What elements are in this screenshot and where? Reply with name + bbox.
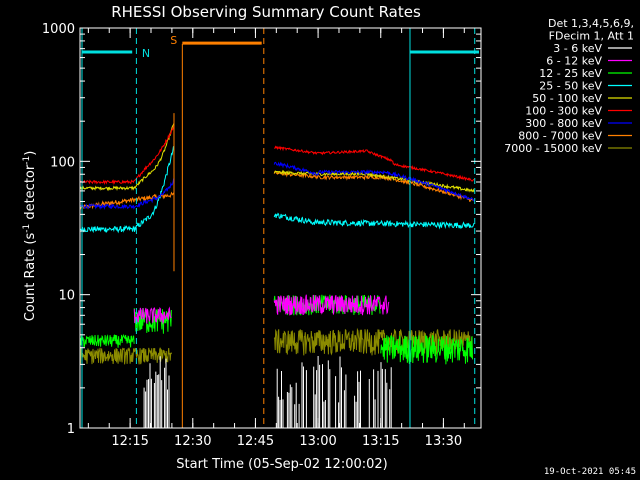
legend-header-line: FDecim 1, Att 1	[549, 30, 634, 43]
axes: 1 10 100 1000 12:15 12:30 12:45 13:00 13:15 13:30	[42, 22, 482, 449]
series-line-yellow-pre	[79, 122, 175, 192]
series-band-green-post2	[380, 334, 473, 365]
x-axis-label: Start Time (05-Sep-02 12:00:02)	[176, 457, 387, 472]
legend-entry-label: 12 - 25 keV	[539, 67, 602, 80]
series-band-olive-pre	[79, 346, 173, 365]
y-tick-label: 1	[67, 422, 75, 437]
chart-title: RHESSI Observing Summary Count Rates	[111, 3, 421, 21]
legend-entry-label: 50 - 100 keV	[532, 92, 602, 105]
y-label-mid: detector	[23, 164, 38, 224]
series-line-yellow-post	[273, 169, 475, 193]
legend-entry-label: 300 - 800 keV	[525, 117, 602, 130]
y-label-main: Count Rate (s	[23, 233, 38, 322]
y-label-end: )	[23, 151, 38, 156]
legend-entry-label: 6 - 12 keV	[546, 55, 602, 68]
series-line-blue-post	[273, 161, 475, 202]
legend-entry-label: 800 - 7000 keV	[518, 130, 602, 143]
series-band-magenta-pre	[133, 306, 172, 325]
legend: Det 1,3,4,5,6,9,FDecim 1, Att 13 - 6 keV…	[504, 17, 634, 155]
night-label: N	[142, 47, 150, 60]
saa-label: S	[170, 34, 177, 47]
timestamp: 19-Oct-2021 05:45	[544, 467, 636, 477]
series-band-olive-post	[273, 327, 473, 356]
x-tick-label: 12:30	[174, 434, 211, 449]
x-tick-label: 13:30	[425, 434, 462, 449]
y-axis-label: Count Rate (s-1 detector-1)	[22, 151, 38, 322]
series-band-green-pre	[79, 333, 135, 348]
x-tick-label: 12:15	[111, 434, 148, 449]
plot-frame	[79, 27, 482, 429]
x-tick-label: 12:45	[237, 434, 274, 449]
y-tick-label: 1000	[42, 22, 75, 37]
legend-entry-label: 100 - 300 keV	[525, 105, 602, 118]
x-tick-label: 13:00	[299, 434, 336, 449]
series-line-cyan-post	[273, 212, 475, 230]
y-label-sup2: -1	[22, 156, 32, 165]
series-band-magenta-post	[273, 294, 390, 316]
legend-entry-label: 7000 - 15000 keV	[504, 142, 602, 155]
series-line-red-pre	[79, 124, 175, 186]
data-layer: NS	[79, 28, 479, 428]
series-line-orange-post	[273, 170, 475, 202]
y-tick-label: 100	[50, 155, 75, 170]
series-line-blue-pre	[79, 178, 175, 210]
series-spikes-3-6kev	[276, 356, 392, 428]
series-spikes-3-6kev	[143, 356, 170, 428]
series-line-cyan-pre	[79, 145, 175, 234]
y-tick-label: 10	[58, 289, 75, 304]
legend-entry-label: 3 - 6 keV	[553, 42, 602, 55]
legend-header-line: Det 1,3,4,5,6,9,	[548, 17, 634, 30]
series-line-red-post	[274, 145, 475, 182]
x-tick-label: 13:15	[362, 434, 399, 449]
legend-entry-label: 25 - 50 keV	[539, 80, 602, 93]
y-label-sup1: -1	[22, 224, 32, 233]
